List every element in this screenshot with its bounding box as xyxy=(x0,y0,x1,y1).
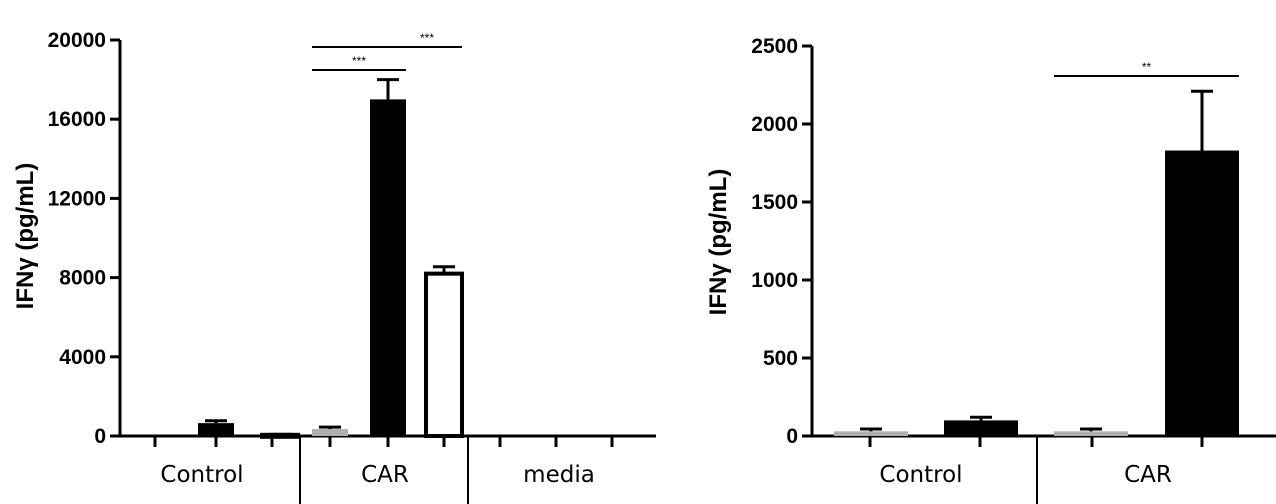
significance-label: *** xyxy=(420,31,434,45)
bar xyxy=(198,423,234,436)
y-tick-label: 8000 xyxy=(59,267,106,290)
error-bar xyxy=(377,78,399,100)
y-tick-label: 12000 xyxy=(48,187,106,210)
y-axis-title: IFNγ (pg/mL) xyxy=(12,163,39,310)
y-tick-label: 1500 xyxy=(751,191,798,214)
bar xyxy=(1165,150,1239,436)
bar xyxy=(834,431,908,436)
group-label: Control xyxy=(160,462,243,488)
y-tick-label: 1000 xyxy=(751,269,798,292)
chart-panel-right: IFNγ (pg/mL) 0 500 1000 1500 2000 2500 ** Con… xyxy=(705,35,1276,504)
bar xyxy=(370,99,406,437)
y-tick-label: 0 xyxy=(786,425,798,448)
significance-label: ** xyxy=(1142,60,1152,74)
y-axis-title: IFNγ (pg/mL) xyxy=(705,169,732,316)
chart-panel-left: IFNγ (pg/mL) 0 4000 8000 12000 16000 20000 **… xyxy=(12,29,656,504)
group-label: CAR xyxy=(1124,462,1172,488)
y-tick-label: 2500 xyxy=(751,35,798,58)
y-tick-label: 4000 xyxy=(59,346,106,369)
error-bar xyxy=(970,415,992,421)
error-bar xyxy=(1080,427,1102,432)
y-tick-label: 16000 xyxy=(48,108,106,131)
error-bar xyxy=(319,425,341,430)
group-label: Control xyxy=(879,462,962,488)
bar xyxy=(1054,431,1128,436)
y-tick-label: 2000 xyxy=(751,113,798,136)
bar xyxy=(312,429,348,436)
y-tick-label: 0 xyxy=(94,425,106,448)
bar xyxy=(944,420,1018,436)
error-bar xyxy=(860,427,882,432)
bar xyxy=(424,271,464,439)
significance-label: *** xyxy=(352,54,366,68)
y-tick-label: 500 xyxy=(763,347,798,370)
y-tick-label: 20000 xyxy=(48,29,106,52)
error-bar xyxy=(433,265,455,274)
group-label: CAR xyxy=(361,462,409,488)
error-bar xyxy=(205,419,227,424)
group-label: media xyxy=(523,462,595,488)
error-bar xyxy=(1191,89,1213,151)
